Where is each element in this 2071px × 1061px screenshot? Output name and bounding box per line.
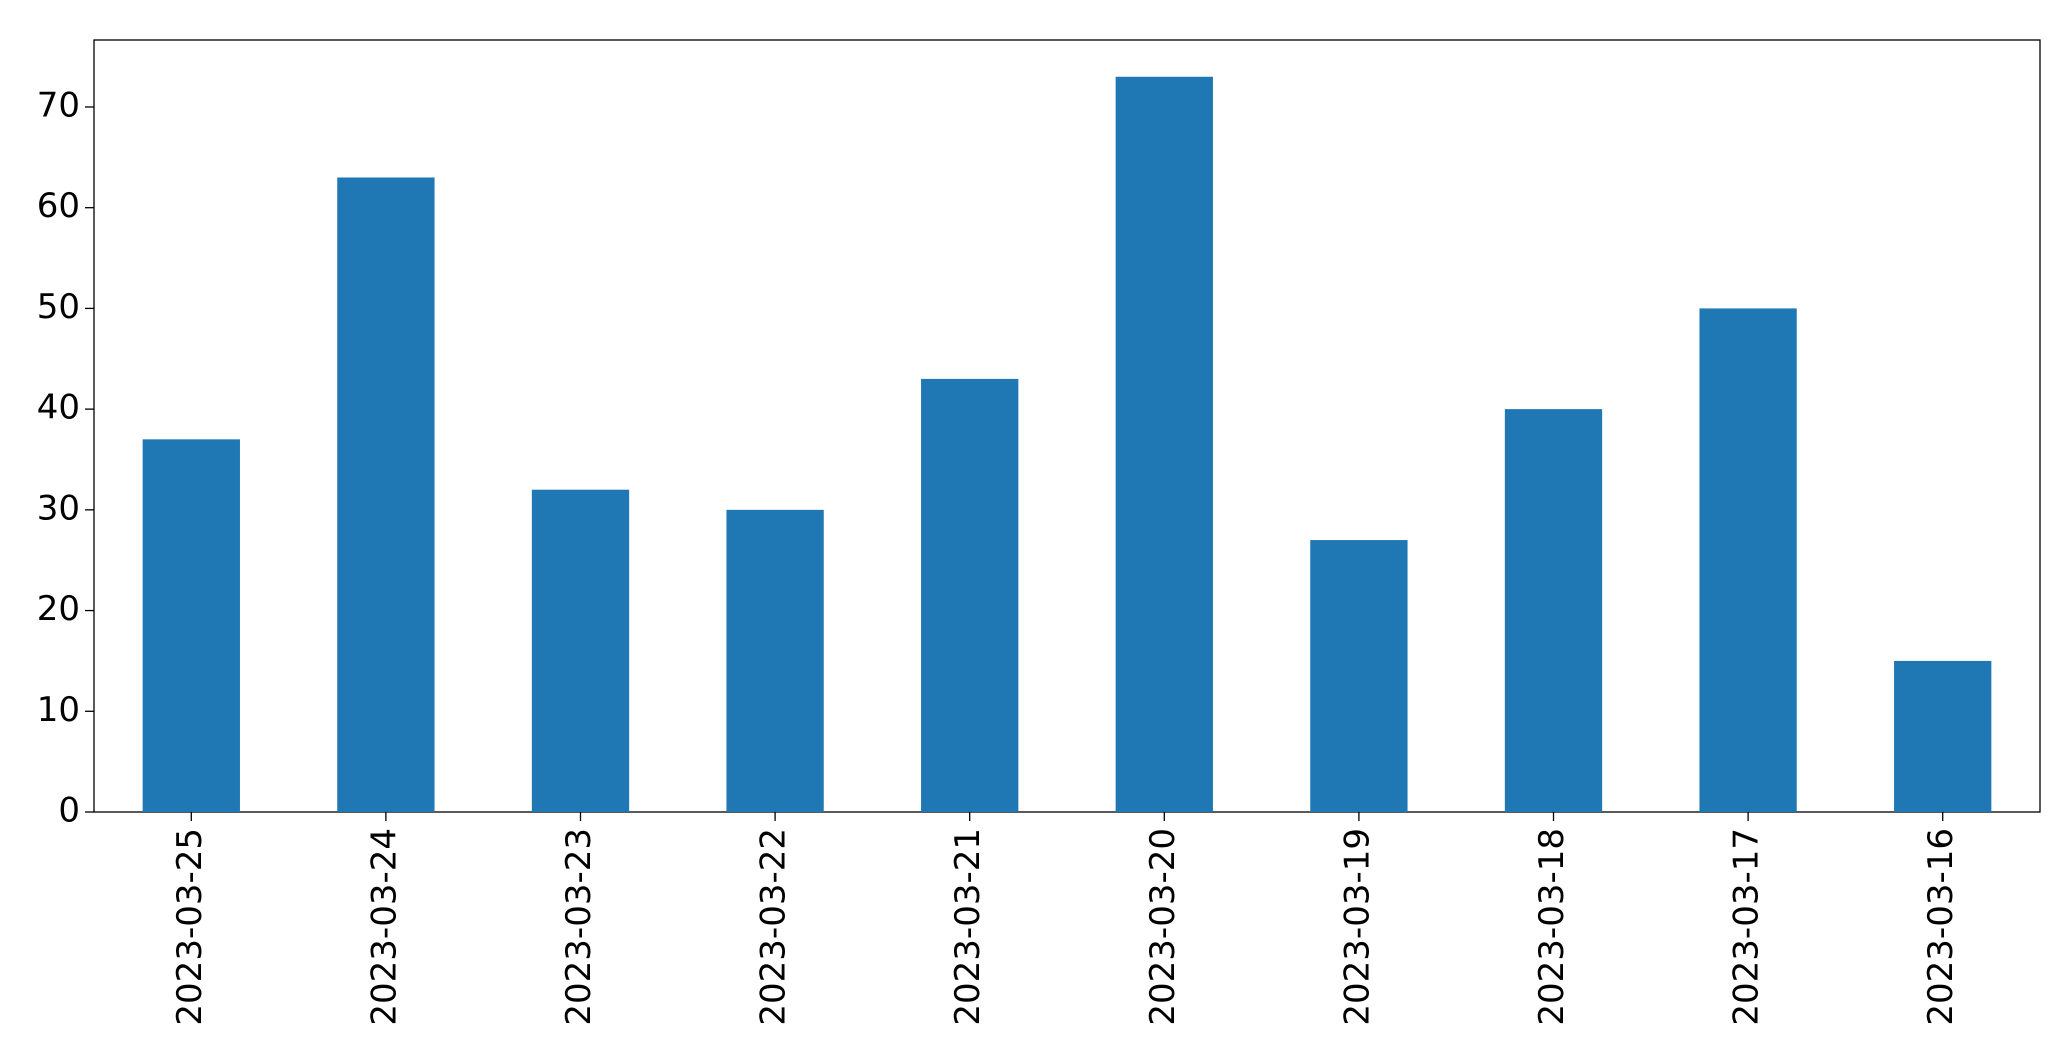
bar <box>921 378 1019 812</box>
bar <box>1310 540 1408 812</box>
y-tick-label: 0 <box>58 791 80 831</box>
x-tick-label: 2023-03-25 <box>170 828 210 1026</box>
y-tick-label: 10 <box>37 690 80 730</box>
bar <box>1699 308 1797 812</box>
bar <box>531 489 630 812</box>
x-tick-label: 2023-03-18 <box>1532 828 1572 1026</box>
x-tick-label: 2023-03-23 <box>559 828 599 1026</box>
bar <box>142 439 240 812</box>
y-tick-label: 60 <box>37 186 80 226</box>
x-tick-label: 2023-03-19 <box>1337 828 1377 1026</box>
bar <box>1115 76 1213 812</box>
bar <box>1504 409 1603 812</box>
plot-frame <box>93 39 2041 813</box>
x-tick-label: 2023-03-16 <box>1921 828 1961 1026</box>
x-tick-label: 2023-03-24 <box>364 828 404 1026</box>
y-tick-label: 50 <box>37 287 80 327</box>
y-tick-label: 20 <box>37 589 80 629</box>
y-tick-label: 40 <box>37 388 80 428</box>
x-tick-label: 2023-03-20 <box>1143 828 1183 1026</box>
x-tick-label: 2023-03-22 <box>754 828 794 1026</box>
bar <box>726 509 824 812</box>
y-tick-label: 70 <box>37 85 80 125</box>
bar <box>1894 660 1992 812</box>
bar <box>337 177 435 813</box>
y-tick-label: 30 <box>37 488 80 528</box>
x-tick-label: 2023-03-17 <box>1727 828 1767 1026</box>
x-tick-label: 2023-03-21 <box>948 828 988 1026</box>
